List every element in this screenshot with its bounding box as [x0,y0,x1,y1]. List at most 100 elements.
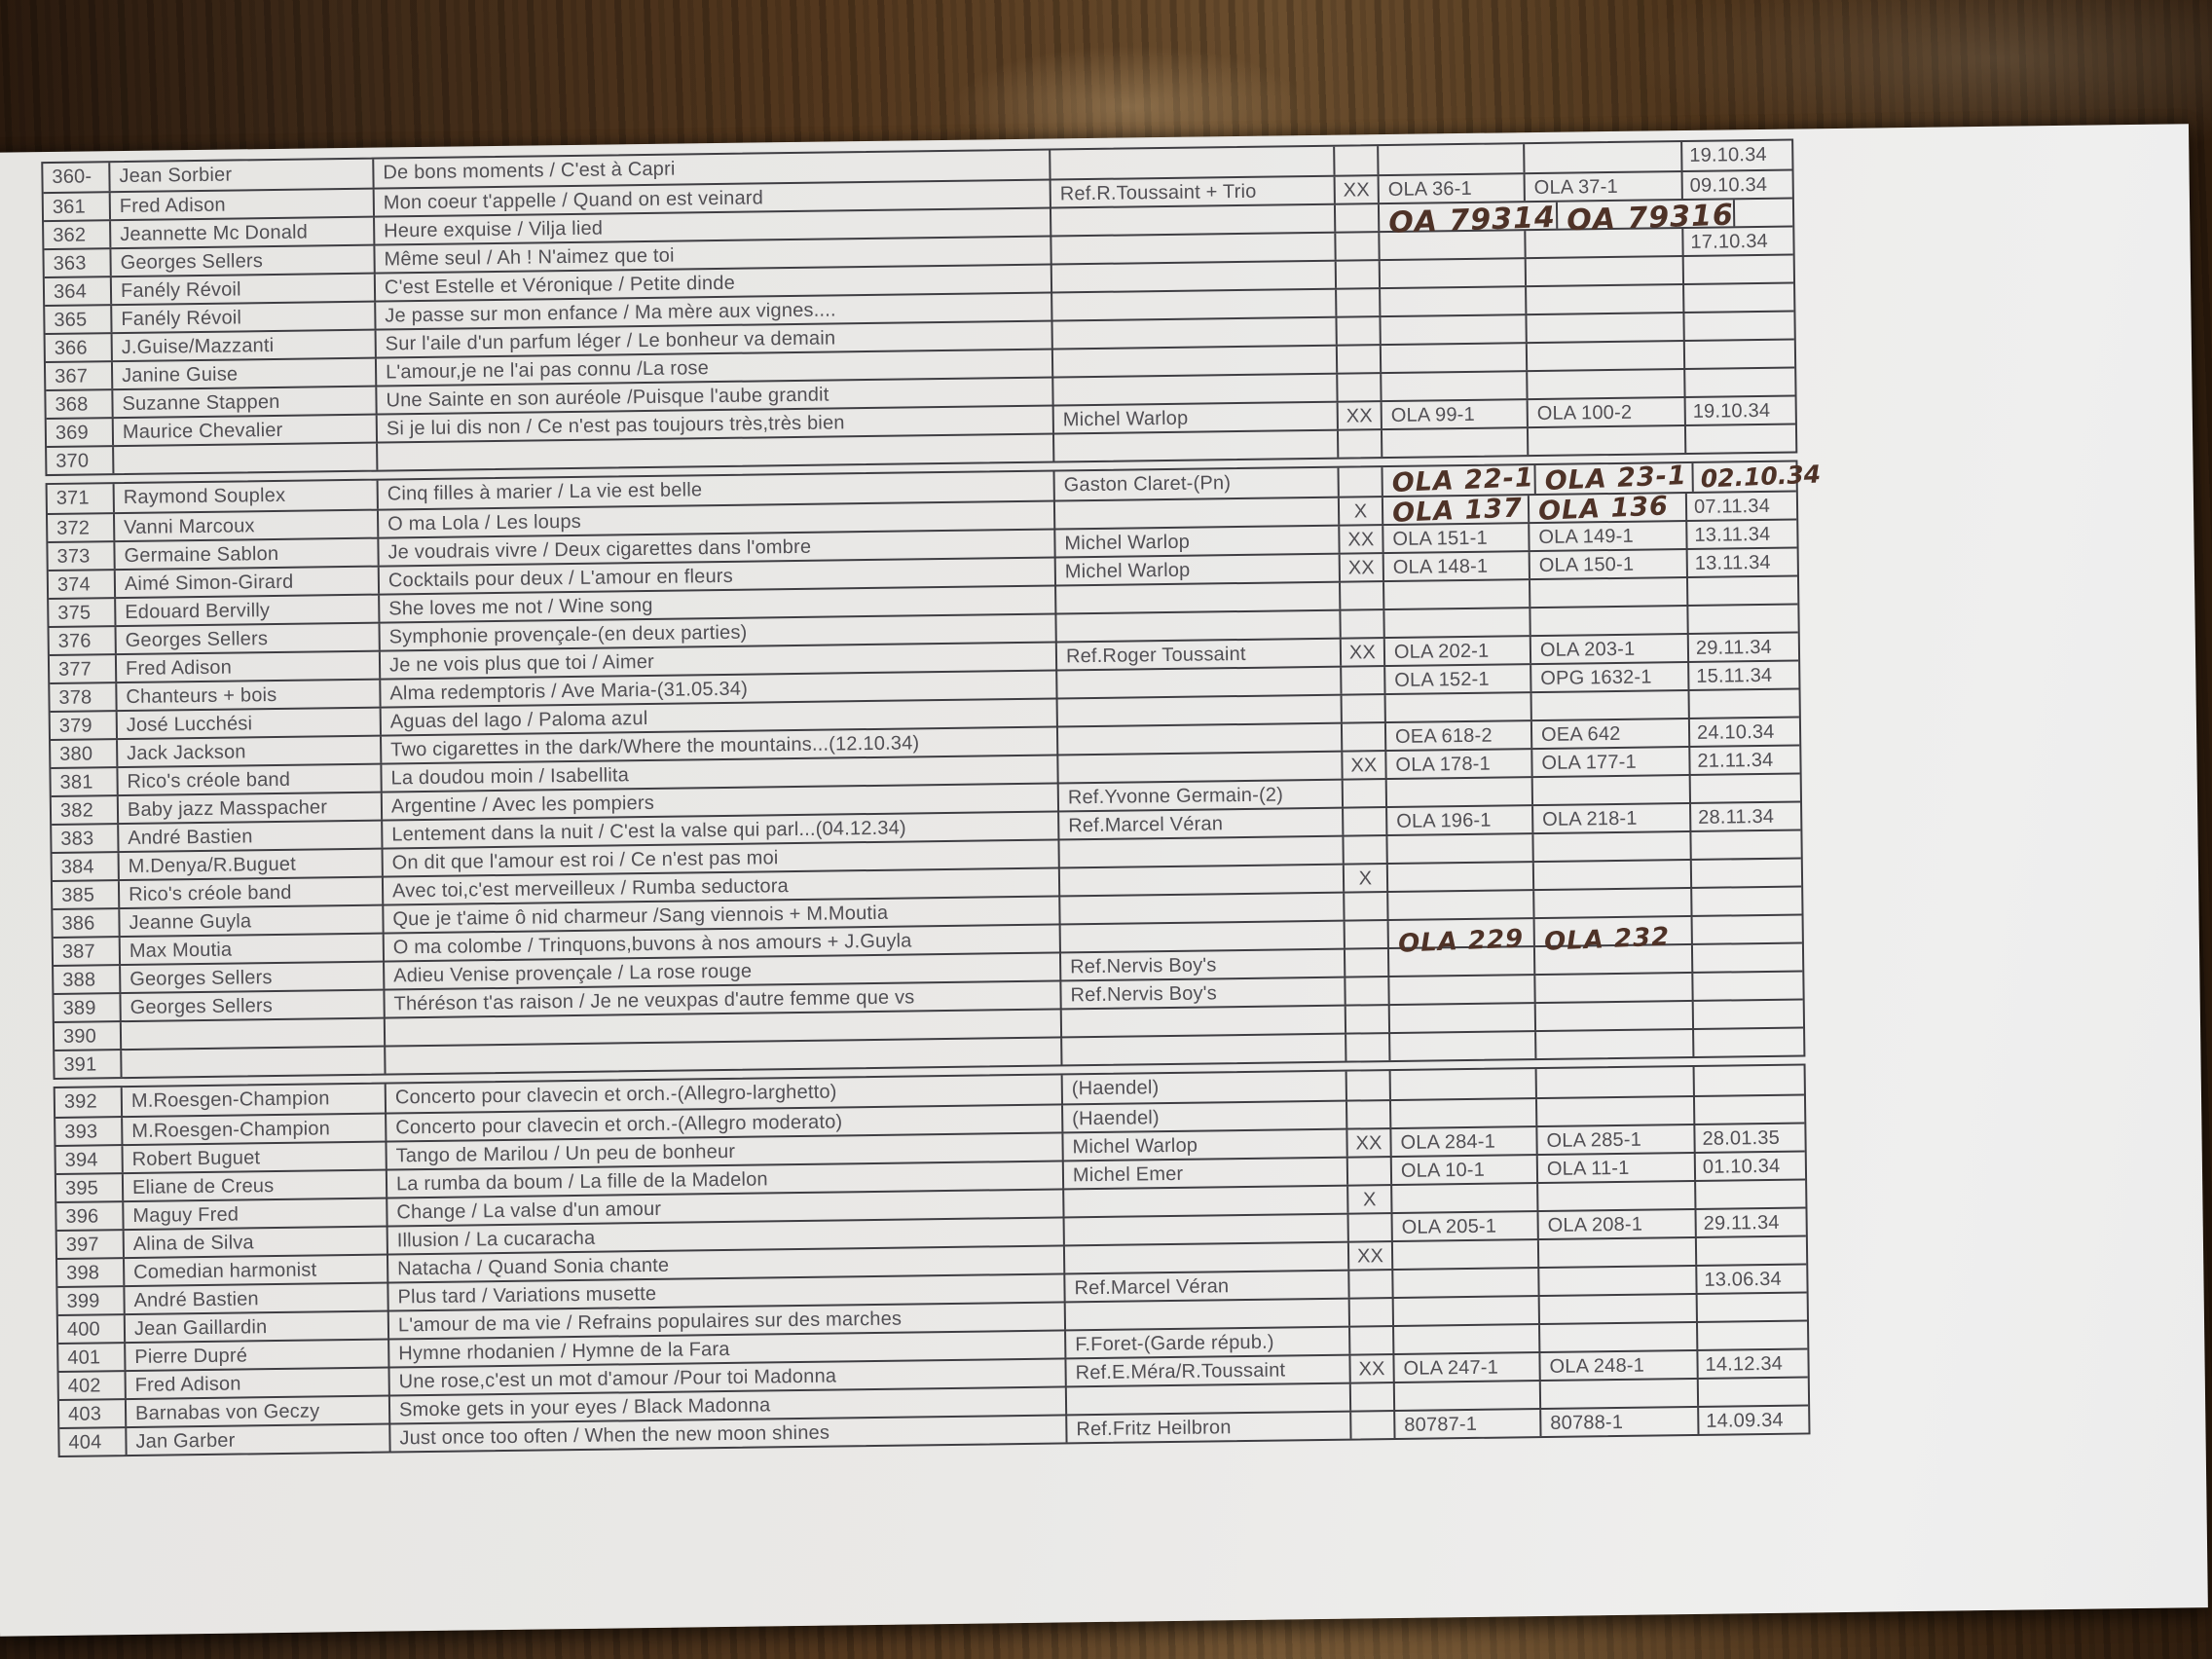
handwritten-matrix: OLA 22-1 [1391,462,1535,498]
cell-take-marks [1346,1158,1391,1185]
cell-matrix-1 [1380,428,1528,458]
cell-artist: Fred Adison [114,651,380,682]
cell-matrix-1: OA 79314 [1377,201,1556,240]
cell-artist: Edouard Bervilly [114,595,379,626]
handwritten-matrix: OLA 136 [1537,491,1670,527]
cell-matrix-2 [1533,1001,1693,1031]
cell-matrix-2 [1526,426,1685,456]
cell-matrix-2: 80788-1 [1539,1407,1698,1437]
cell-matrix-2 [1536,1237,1696,1268]
cell-number: 401 [67,1346,101,1369]
cell-artist: J.Guise/Mazzanti [110,330,375,361]
cell-artist: Alina de Silva [122,1227,387,1258]
cell-matrix-1: OLA 137 [1381,493,1529,529]
cell-number: 363 [53,252,87,275]
cell-take-marks [1335,346,1381,373]
cell-take-marks [1335,289,1380,316]
cell-matrix-2: OLA 11-1 [1535,1153,1695,1183]
cell-date [1690,943,1807,972]
cell-number: 388 [62,969,96,991]
cell-matrix-2 [1525,285,1683,314]
cell-date: 13.11.34 [1685,520,1801,549]
cell-matrix-1: OLA 10-1 [1389,1156,1537,1185]
handwritten-matrix: OLA 137 [1391,493,1524,529]
cell-matrix-1 [1390,1184,1537,1213]
cell-number: 402 [67,1375,101,1397]
cell-number: 385 [60,884,95,906]
cell-date [1687,689,1803,719]
cell-take-marks [1341,780,1386,807]
table-block: 360- Jean Sorbier De bons moments / C'es… [41,138,1849,477]
cell-accompaniment [1056,752,1342,783]
cell-take-marks [1339,610,1383,638]
cell-accompaniment: Ref.Fritz Heilbron [1065,1412,1350,1443]
cell-number: 370 [55,450,90,472]
scanned-page: 360- Jean Sorbier De bons moments / C'es… [0,124,2208,1637]
cell-artist: M.Denya/R.Buguet [117,849,382,880]
cell-number: 362 [53,224,87,246]
cell-matrix-1 [1387,976,1534,1005]
cell-matrix-1: OLA 178-1 [1384,750,1531,779]
handwritten-matrix: OA 79316 [1566,198,1734,239]
cell-matrix-1 [1386,891,1533,920]
cell-matrix-1: OLA 22-1 [1381,462,1535,498]
cell-artist: Fanély Révoil [110,302,375,333]
cell-date [1692,1065,1808,1095]
cell-date [1685,576,1802,606]
cell-artist: Georges Sellers [119,962,384,993]
cell-accompaniment [1051,317,1336,349]
cell-accompaniment: Michel Warlop [1053,554,1339,585]
cell-matrix-1 [1391,1269,1538,1298]
cell-artist: Chanteurs + bois [115,680,380,711]
cell-number: 399 [66,1290,100,1312]
cell-matrix-2: OLA 149-1 [1528,522,1686,551]
cell-accompaniment: Michel Emer [1061,1158,1347,1189]
cell-matrix-2 [1529,578,1687,608]
cell-artist: Maurice Chevalier [111,415,377,446]
cell-accompaniment [1057,836,1343,867]
cell-number: 403 [67,1403,102,1425]
cell-accompaniment: Ref.Nervis Boy's [1059,977,1345,1009]
cell-matrix-1 [1379,315,1526,345]
cell-matrix-1: OLA 36-1 [1377,174,1524,203]
cell-artist: Jeanne Guyla [118,905,383,937]
cell-take-marks: XX [1338,526,1382,553]
cell-accompaniment [1055,723,1342,755]
cell-date: 29.11.34 [1686,633,1803,662]
cell-matrix-2 [1523,142,1681,173]
cell-accompaniment: Ref.R.Toussaint + Trio [1049,176,1334,207]
cell-matrix-1: OLA 151-1 [1382,524,1529,553]
cell-matrix-2: OLA 248-1 [1538,1350,1697,1381]
cell-number: 367 [54,365,89,387]
cell-date [1694,1236,1811,1265]
cell-matrix-1 [1392,1382,1540,1411]
cell-accompaniment [1058,921,1344,952]
cell-number: 365 [54,309,88,331]
cell-take-marks: X [1346,1186,1391,1213]
cell-artist: Jean Sorbier [108,159,373,192]
cell-accompaniment [1057,865,1344,896]
cell-date: 19.10.34 [1683,396,1799,425]
cell-artist: Pierre Dupré [124,1340,388,1371]
cell-accompaniment [1051,289,1336,320]
cell-take-marks [1339,582,1383,609]
cell-artist: Rico's créole band [117,877,383,908]
cell-matrix-2 [1533,973,1692,1003]
cell-take-marks [1334,261,1380,288]
cell-number: 375 [57,602,92,624]
cell-accompaniment: Michel Warlop [1053,526,1339,557]
cell-take-marks: XX [1341,752,1385,779]
cell-number: 366 [54,337,88,359]
cell-artist [112,443,377,474]
cell-take-marks: XX [1346,1129,1390,1157]
cell-matrix-2: OLA 23-1 [1533,461,1692,497]
cell-date: 19.10.34 [1680,140,1796,171]
cell-artist: M.Roesgen-Champion [120,1084,386,1117]
cell-matrix-1 [1391,1297,1538,1326]
cell-artist: Janine Guise [110,358,376,389]
cell-matrix-1 [1388,1099,1536,1128]
cell-artist: Jean Gaillardin [123,1311,388,1343]
cell-accompaniment: Michel Warlop [1061,1129,1346,1161]
cell-accompaniment [1049,146,1334,179]
cell-number: 404 [68,1431,102,1454]
